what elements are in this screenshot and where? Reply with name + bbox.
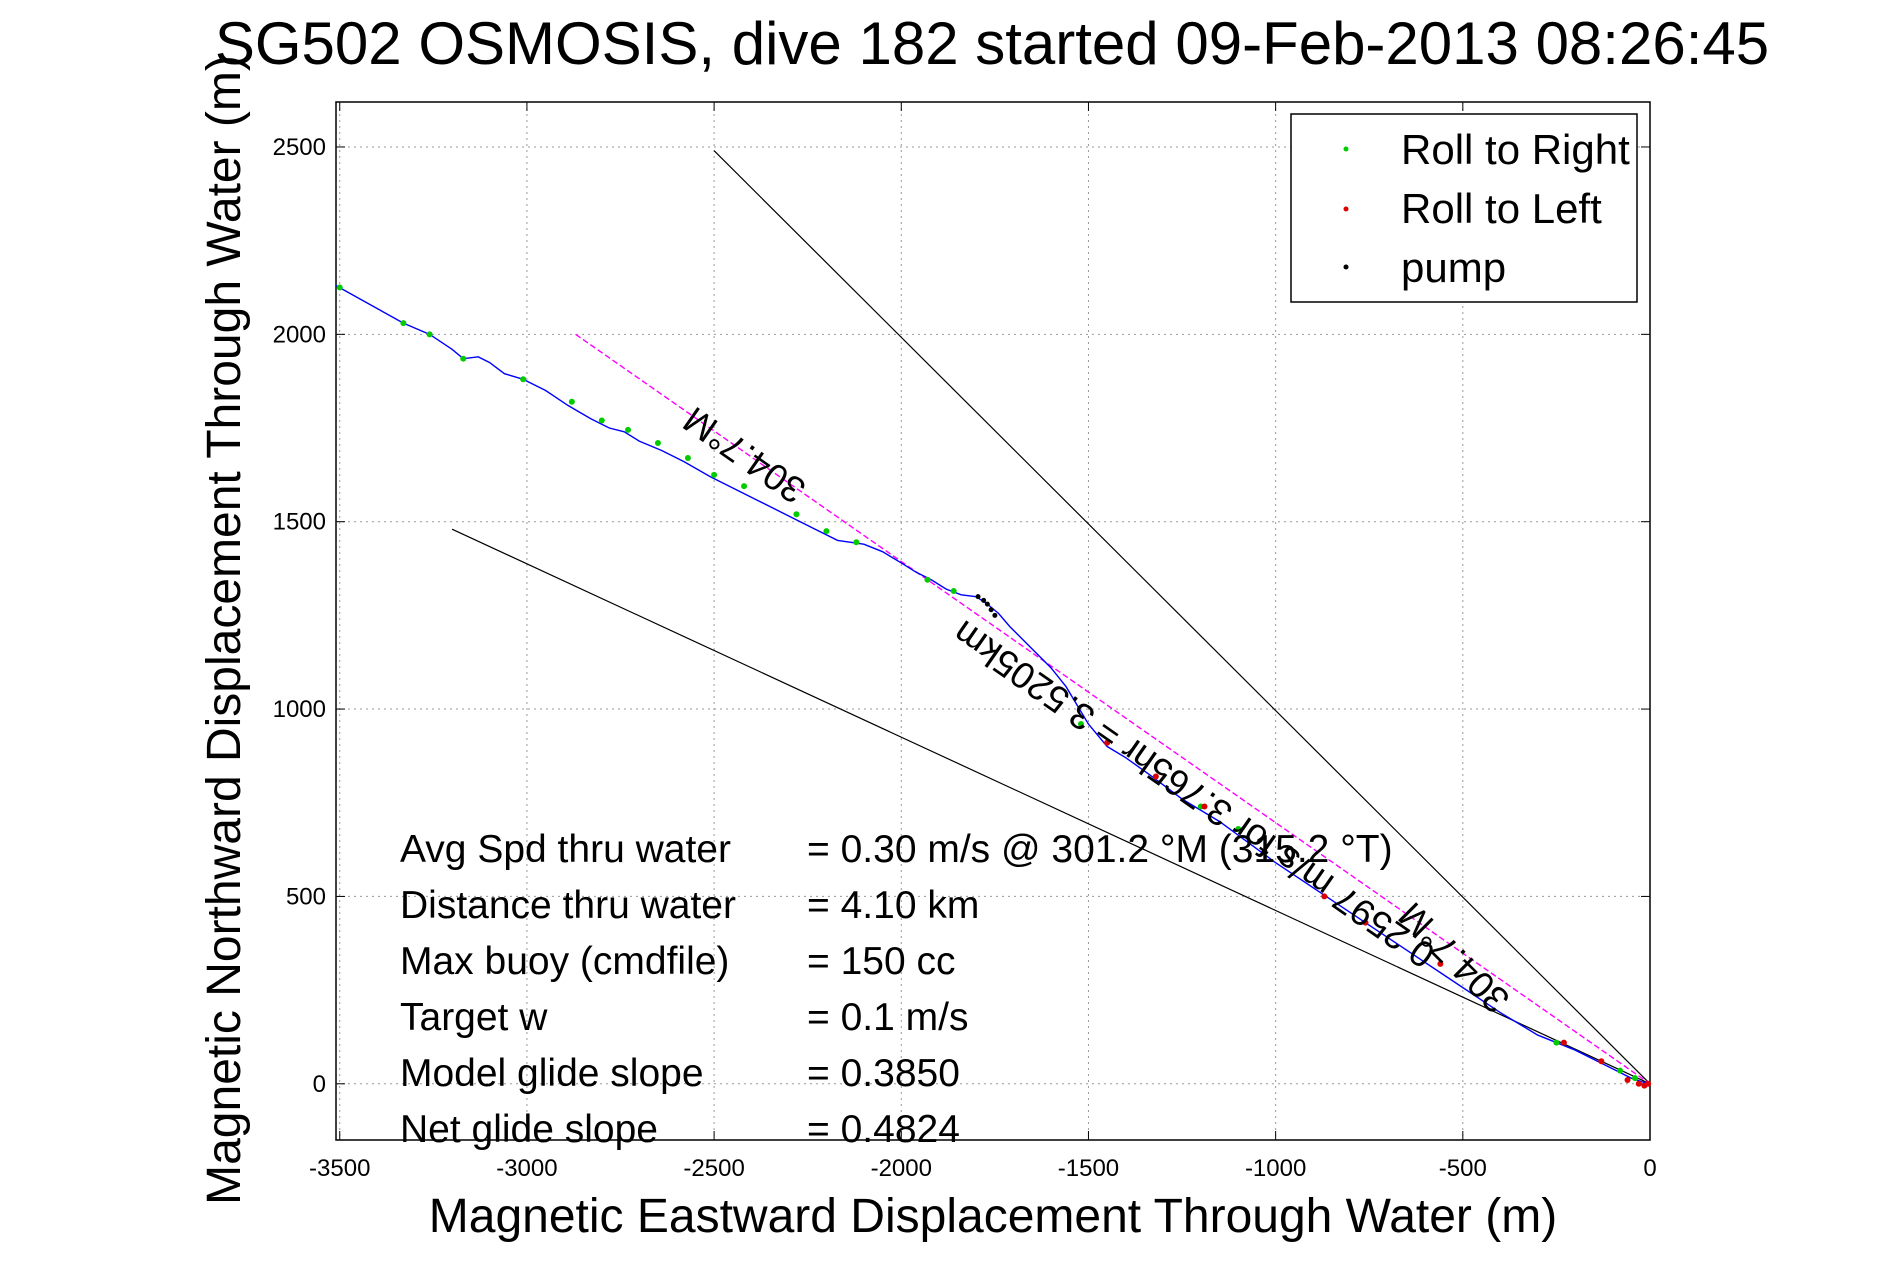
x-tick-label: -500 xyxy=(1439,1155,1487,1182)
pump-point xyxy=(984,601,990,607)
roll-to-left-point xyxy=(1624,1077,1631,1084)
x-tick-label: -3000 xyxy=(496,1155,557,1182)
roll-to-right-point xyxy=(924,576,931,583)
info-row-value: = 0.3850 xyxy=(807,1052,960,1095)
info-row-value: = 0.4824 xyxy=(807,1108,960,1151)
pump-point xyxy=(981,597,987,603)
roll-to-right-point xyxy=(741,483,748,490)
info-row-label: Model glide slope xyxy=(400,1052,704,1095)
marker-points xyxy=(336,284,1652,1089)
x-axis-ticks: -3500 -3000 -2500 -2000 -1500 -1000 -500 0 xyxy=(309,102,1657,1182)
roll-to-right-point xyxy=(1235,825,1242,832)
roll-to-left-point xyxy=(1598,1058,1605,1065)
y-axis-ticks: 0 500 1000 1500 2000 2500 xyxy=(273,134,1650,1098)
roll-to-right-point xyxy=(1553,1039,1560,1046)
legend: Roll to Right Roll to Left pump xyxy=(1290,113,1638,303)
roll-to-right-point xyxy=(400,320,407,327)
x-tick-label: -2500 xyxy=(683,1155,744,1182)
roll-to-right-point xyxy=(793,511,800,518)
reference-line xyxy=(713,150,1651,1085)
y-tick-label: 2500 xyxy=(273,134,326,161)
roll-to-left-point xyxy=(1635,1080,1642,1087)
x-tick-label: -1500 xyxy=(1058,1155,1119,1182)
roll-to-right-point xyxy=(598,417,605,424)
legend-label-pump: pump xyxy=(1401,244,1506,291)
info-row-value: = 4.10 km xyxy=(807,884,979,927)
roll-to-right-point xyxy=(426,331,433,338)
info-row-value: = 0.1 m/s xyxy=(807,996,968,1039)
y-tick-label: 2000 xyxy=(273,321,326,348)
info-table: Avg Spd thru water = 0.30 m/s @ 301.2 °M … xyxy=(400,828,1393,1151)
x-tick-label: -1000 xyxy=(1245,1155,1306,1182)
legend-box xyxy=(1290,113,1638,303)
legend-label-roll-right: Roll to Right xyxy=(1401,126,1630,173)
x-tick-label: 0 xyxy=(1643,1155,1656,1182)
roll-to-left-point xyxy=(1437,960,1444,967)
y-tick-label: 500 xyxy=(286,883,326,910)
info-row-label: Max buoy (cmdfile) xyxy=(400,940,729,983)
y-tick-label: 1000 xyxy=(273,696,326,723)
roll-to-left-point xyxy=(1261,848,1268,855)
info-row-label: Distance thru water xyxy=(400,884,736,927)
roll-to-right-point xyxy=(684,454,691,461)
roll-to-left-point xyxy=(1560,1039,1567,1046)
legend-marker-pump xyxy=(1343,264,1349,270)
y-tick-label: 0 xyxy=(313,1071,326,1098)
info-row-label: Target w xyxy=(400,996,548,1039)
roll-to-left-point xyxy=(1104,739,1111,746)
roll-to-right-point xyxy=(625,426,631,433)
pump-point xyxy=(988,607,994,613)
roll-to-right-point xyxy=(1632,1075,1639,1082)
roll-to-right-point xyxy=(460,355,467,362)
roll-to-right-point xyxy=(568,398,575,405)
reference-line xyxy=(451,528,1651,1085)
y-axis-label: Magnetic Northward Displacement Through … xyxy=(198,55,251,1205)
roll-to-left-point xyxy=(1201,803,1208,810)
roll-to-right-point xyxy=(823,528,830,535)
legend-marker-roll-left xyxy=(1343,206,1349,212)
legend-label-roll-left: Roll to Left xyxy=(1401,185,1602,232)
roll-to-right-point xyxy=(711,471,718,478)
roll-to-right-point xyxy=(1617,1067,1624,1074)
info-row-label: Avg Spd thru water xyxy=(400,828,731,871)
x-tick-label: -3500 xyxy=(309,1155,370,1182)
x-axis-label: Magnetic Eastward Displacement Through W… xyxy=(429,1190,1557,1243)
heading-line xyxy=(575,333,1651,1085)
grid xyxy=(336,102,1650,1140)
y-tick-label: 1500 xyxy=(273,509,326,536)
roll-to-left-point xyxy=(1362,919,1369,926)
roll-to-right-point xyxy=(1077,721,1084,728)
info-row-value: = 0.30 m/s @ 301.2 °M (315.2 °T) xyxy=(807,828,1393,871)
roll-to-left-point xyxy=(1645,1080,1652,1087)
pump-point xyxy=(992,612,998,618)
heading-line-group xyxy=(575,333,1651,1085)
roll-to-right-point xyxy=(520,376,527,383)
roll-to-right-point xyxy=(336,284,343,291)
info-row-value: = 150 cc xyxy=(807,940,956,983)
roll-to-right-point xyxy=(654,440,661,447)
roll-to-left-point xyxy=(1321,893,1328,900)
roll-to-left-point xyxy=(1152,773,1159,780)
pump-point xyxy=(975,594,981,600)
legend-marker-roll-right xyxy=(1343,146,1349,152)
roll-to-right-point xyxy=(853,539,860,546)
chart-title: SG502 OSMOSIS, dive 182 started 09-Feb-2… xyxy=(215,10,1769,77)
roll-to-right-point xyxy=(950,588,957,595)
x-tick-label: -2000 xyxy=(871,1155,932,1182)
reference-lines xyxy=(451,150,1651,1085)
info-row-label: Net glide slope xyxy=(400,1108,658,1151)
